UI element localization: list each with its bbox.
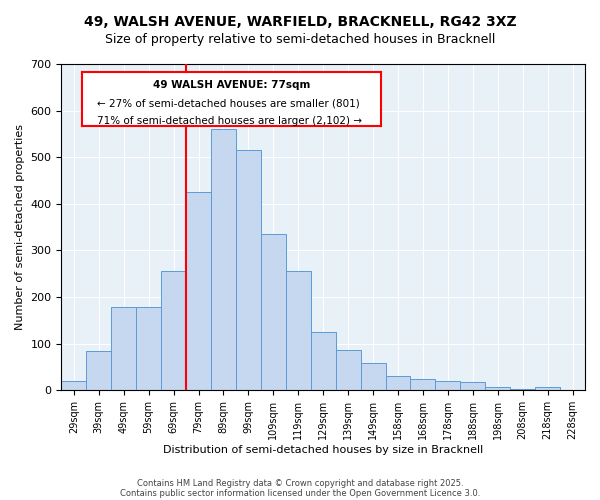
Bar bbox=[436, 381, 460, 390]
Bar bbox=[61, 381, 86, 390]
X-axis label: Distribution of semi-detached houses by size in Bracknell: Distribution of semi-detached houses by … bbox=[163, 445, 484, 455]
Bar bbox=[535, 387, 560, 390]
Bar bbox=[261, 234, 286, 390]
Bar bbox=[386, 376, 410, 390]
Text: Contains HM Land Registry data © Crown copyright and database right 2025.: Contains HM Land Registry data © Crown c… bbox=[137, 478, 463, 488]
Bar bbox=[136, 308, 161, 390]
Text: 49, WALSH AVENUE, WARFIELD, BRACKNELL, RG42 3XZ: 49, WALSH AVENUE, WARFIELD, BRACKNELL, R… bbox=[83, 15, 517, 29]
Text: Contains public sector information licensed under the Open Government Licence 3.: Contains public sector information licen… bbox=[120, 488, 480, 498]
Y-axis label: Number of semi-detached properties: Number of semi-detached properties bbox=[15, 124, 25, 330]
Bar bbox=[510, 389, 535, 390]
Bar bbox=[286, 272, 311, 390]
Bar bbox=[335, 350, 361, 391]
Bar bbox=[460, 382, 485, 390]
Bar bbox=[410, 378, 436, 390]
Bar bbox=[236, 150, 261, 390]
Bar bbox=[485, 387, 510, 390]
Bar bbox=[211, 130, 236, 390]
Bar bbox=[111, 308, 136, 390]
Bar bbox=[86, 350, 111, 391]
Bar bbox=[361, 364, 386, 390]
Text: Size of property relative to semi-detached houses in Bracknell: Size of property relative to semi-detach… bbox=[105, 32, 495, 46]
Bar bbox=[311, 332, 335, 390]
Bar bbox=[186, 192, 211, 390]
Bar bbox=[161, 272, 186, 390]
